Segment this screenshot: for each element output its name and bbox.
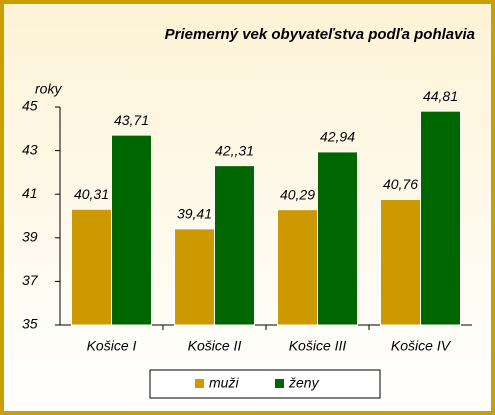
y-tick-label: 41 [22, 185, 38, 201]
x-tick-label: Košice II [188, 338, 242, 354]
value-label: 39,41 [177, 206, 212, 222]
y-tick-label: 39 [22, 229, 38, 245]
bar [317, 151, 358, 326]
bar [380, 198, 421, 326]
value-label: 44,81 [423, 88, 458, 104]
bar [420, 110, 461, 326]
bar [214, 165, 255, 326]
legend-swatch [275, 379, 284, 388]
value-label: 40,76 [383, 176, 418, 192]
y-axis-label: roky [35, 81, 62, 97]
legend-label: ženy [288, 375, 320, 391]
x-tick-label: Košice III [289, 338, 347, 354]
x-tick-label: Košice IV [391, 338, 452, 354]
value-label: 42,,31 [215, 142, 254, 158]
x-tick-label: Košice I [87, 338, 137, 354]
legend-label: muži [209, 375, 239, 391]
y-tick-label: 45 [22, 98, 38, 114]
value-label: 43,71 [114, 112, 149, 128]
bar [174, 228, 215, 326]
bar [71, 208, 112, 326]
legend [149, 369, 381, 399]
y-tick-label: 37 [22, 272, 39, 288]
value-label: 40,31 [74, 186, 109, 202]
y-tick-label: 35 [22, 316, 38, 332]
value-label: 40,29 [280, 186, 315, 202]
bar [111, 134, 152, 326]
value-label: 42,94 [320, 129, 355, 145]
y-tick-label: 43 [22, 141, 38, 157]
chart-title: Priemerný vek obyvateľstva podľa pohlavi… [165, 26, 475, 43]
bar [277, 209, 318, 326]
legend-swatch [195, 379, 204, 388]
